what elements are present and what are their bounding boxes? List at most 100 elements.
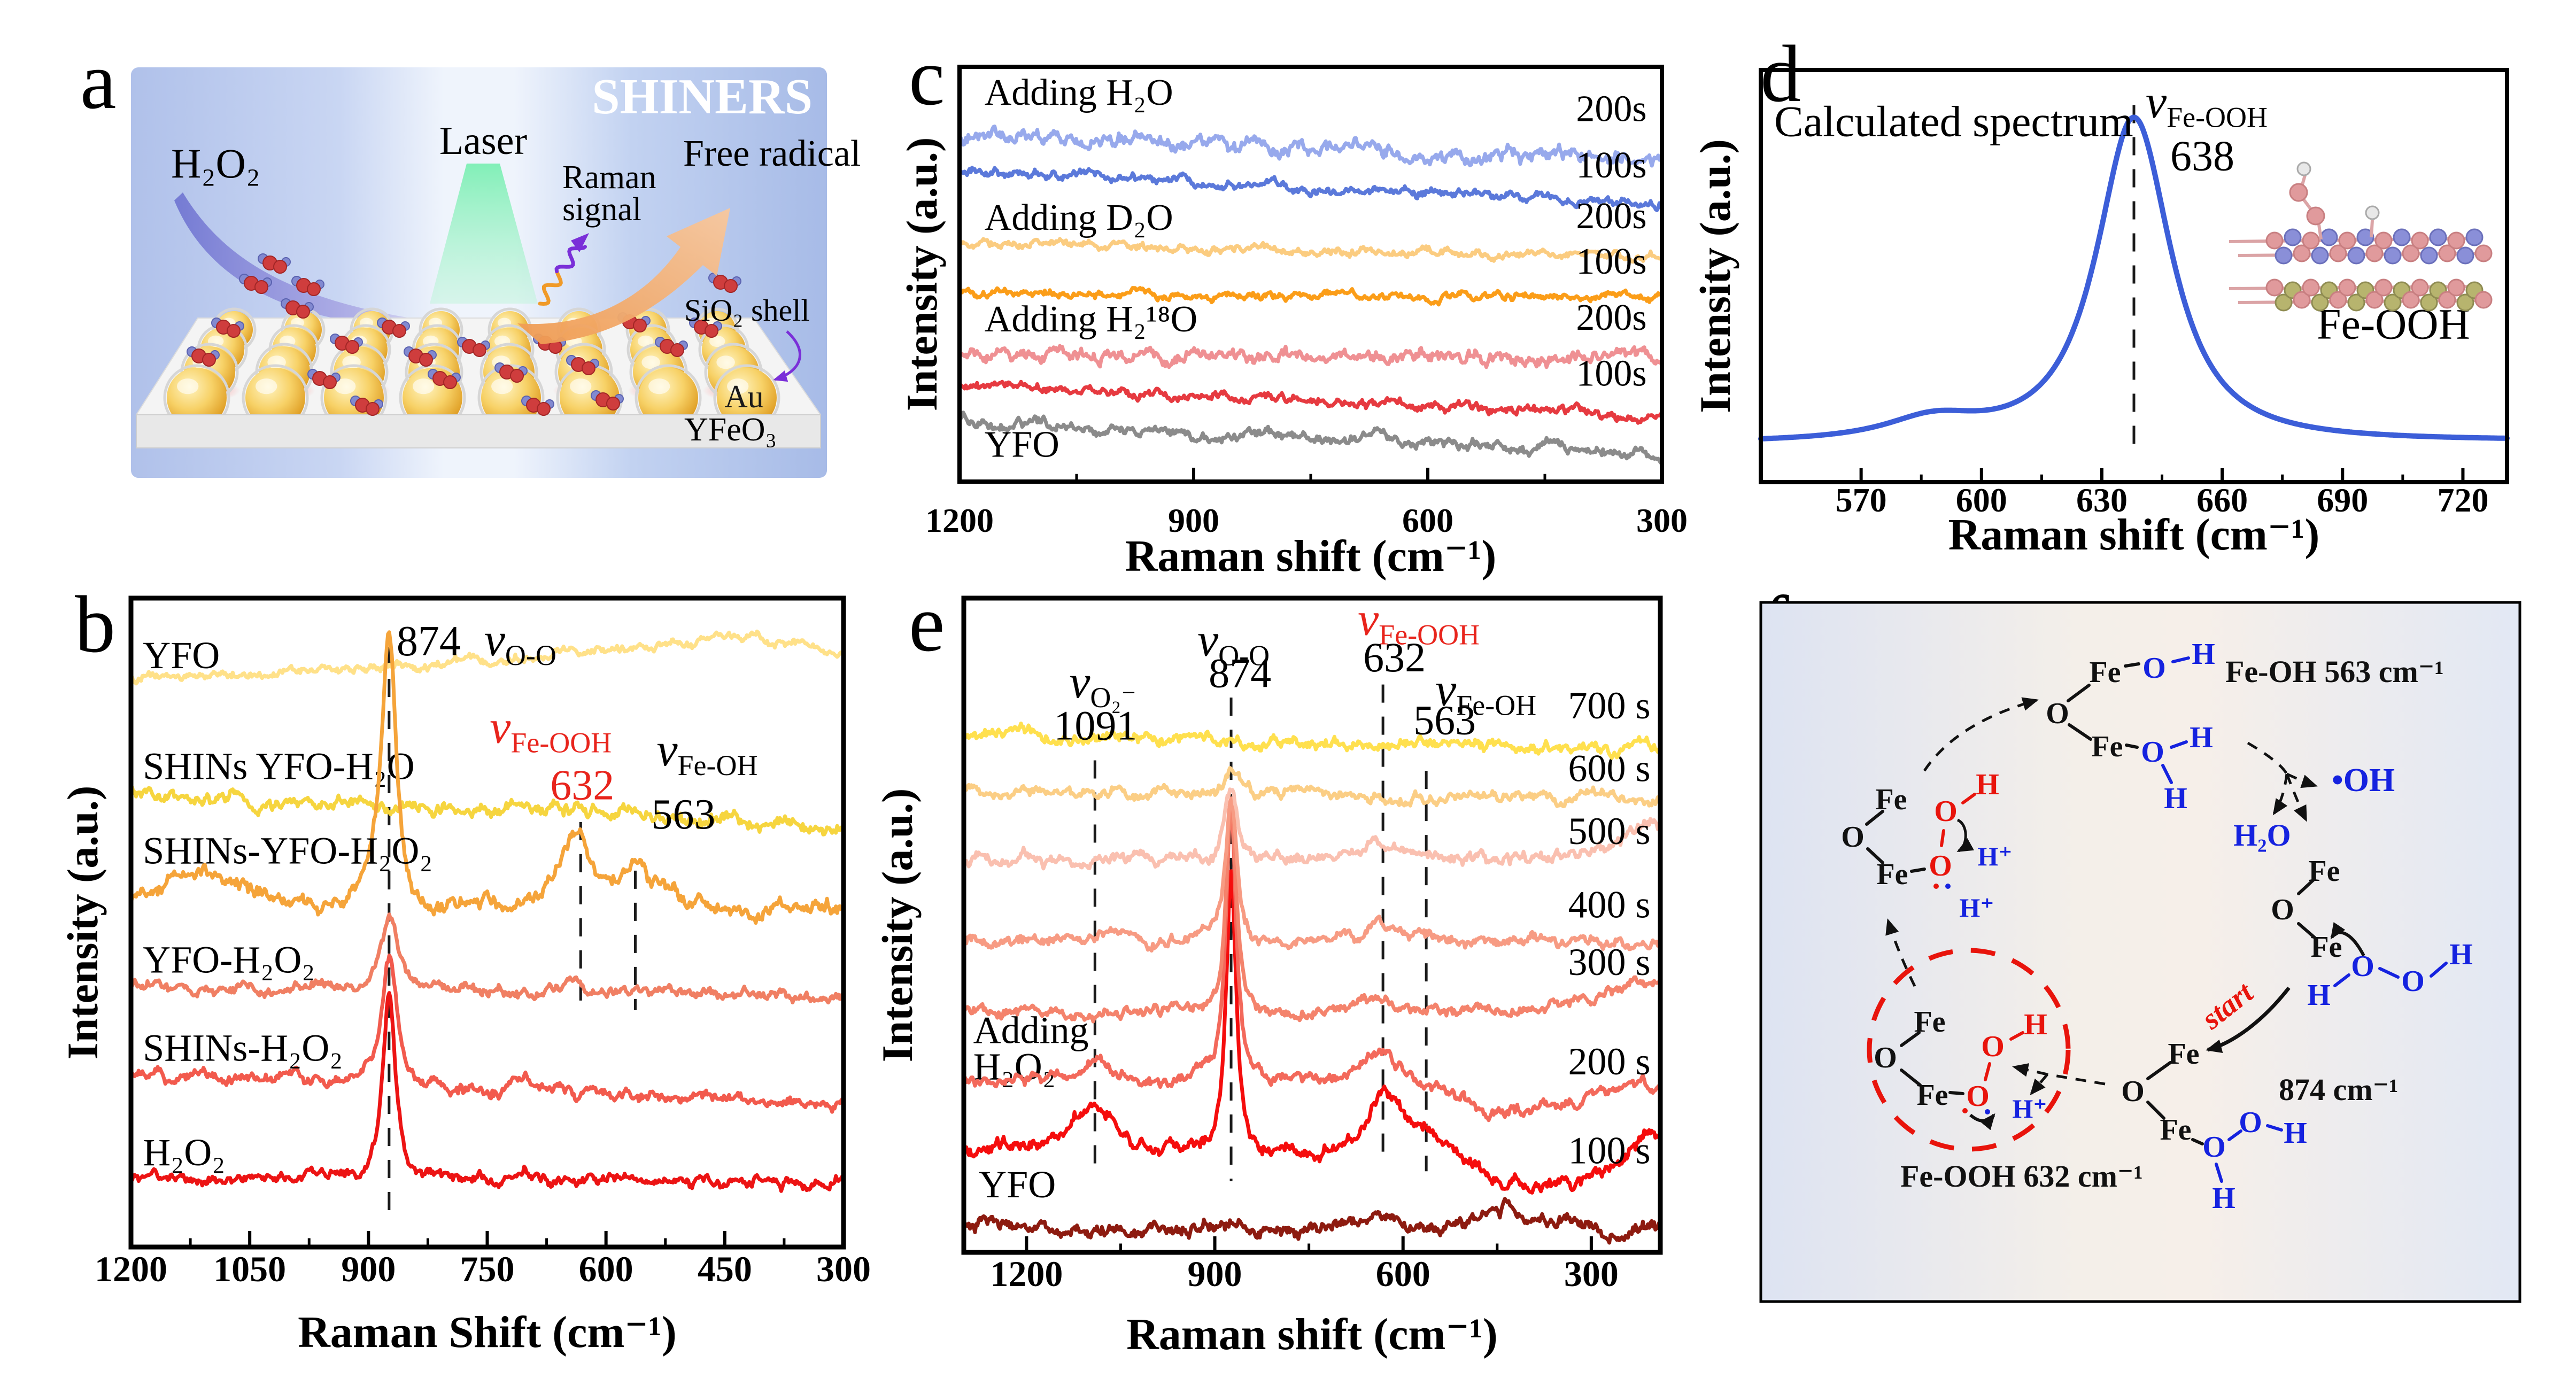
atom-label-fe-ooh-circle: O <box>1981 1030 2005 1063</box>
reaction-step-dashed-arrow <box>2030 1073 2048 1096</box>
radical-electron-dot <box>1985 1109 1990 1114</box>
sphere-highlight <box>334 378 356 394</box>
o-atom <box>392 324 406 338</box>
peak-wavenumber-annotation: 563 <box>1413 697 1476 744</box>
atom <box>2329 244 2347 262</box>
chemical-bond <box>2146 1101 2165 1120</box>
atom-label-fe-oh-site: O <box>2046 697 2069 730</box>
peak-wavenumber-annotation: 874 <box>397 618 461 665</box>
chemical-bond <box>2067 684 2091 702</box>
y-axis-title: Intensity (a.u.) <box>873 788 922 1063</box>
atom <box>2329 291 2347 309</box>
spectrum-trace <box>962 1197 1662 1245</box>
reaction-step-dashed-arrow <box>2286 772 2318 788</box>
atom-label-h2o2-molecule: O <box>2351 950 2374 983</box>
atom-label-fe-oh-site: H <box>2190 721 2213 754</box>
atom-label-fe-ooh-left: H <box>1976 768 1999 801</box>
atom <box>2429 228 2447 246</box>
atom <box>2365 291 2384 309</box>
x-axis-tick-label: 1200 <box>95 1249 167 1289</box>
reaction-step-dashed-arrow <box>1923 697 2039 772</box>
spectrum-trace <box>129 991 846 1193</box>
atom <box>2311 246 2329 265</box>
electron-flow-arrow <box>1969 1113 1995 1131</box>
atom-label-fe-oh-site: O <box>2141 735 2164 769</box>
x-axis-tick-label: 300 <box>816 1249 871 1289</box>
atom <box>2474 291 2493 309</box>
atom <box>2338 231 2356 250</box>
reaction-step-dashed-arrow <box>2047 1073 2106 1086</box>
peak-wavenumber-annotation: 1091 <box>1054 702 1137 748</box>
sphere-highlight <box>256 378 277 394</box>
x-axis-title: Raman shift (cm⁻¹) <box>1125 531 1497 581</box>
atom-label-fe-oh-site: H <box>2164 782 2187 815</box>
x-axis-tick-label: 900 <box>341 1249 396 1289</box>
atom <box>2275 293 2293 312</box>
peak-wavenumber-annotation: 632 <box>550 762 614 809</box>
o-atom <box>227 324 241 338</box>
raman-signal-label-line2: signal <box>562 191 641 228</box>
o-atom <box>724 279 738 293</box>
chemical-bond <box>2430 962 2448 978</box>
reaction-step-dashed-arrow <box>1885 918 1916 987</box>
x-axis-tick-label: 570 <box>1836 481 1887 519</box>
chemical-bond <box>2266 1124 2283 1132</box>
chemical-bond <box>2333 973 2350 987</box>
trace-label: 200s <box>1576 297 1646 338</box>
chemical-bond <box>1948 1091 1964 1095</box>
spectrum-trace <box>962 766 1662 809</box>
atom-label-fe-ooh-circle: Fe <box>1914 1005 1945 1039</box>
raman-signal-squiggle-arrow <box>538 233 589 306</box>
atom-label-fe-ooh-874: O <box>2121 1075 2145 1108</box>
label-fe-ooh: Fe-OOH 632 cm⁻¹ <box>1900 1159 2143 1194</box>
o-atom <box>202 353 216 367</box>
atom-label-h2o2-molecule: H <box>2307 979 2331 1012</box>
chemical-bond <box>1961 793 1976 804</box>
atom-label-fe-ooh-874: O <box>2202 1131 2226 1164</box>
atom <box>2465 228 2484 246</box>
peak-wavenumber-annotation: 638 <box>2170 133 2234 180</box>
x-axis-title: Raman shift (cm⁻¹) <box>1126 1310 1498 1359</box>
spectrum-trace <box>129 954 846 1114</box>
x-axis-tick-label: 630 <box>2076 481 2128 519</box>
x-axis-tick-label: 750 <box>460 1249 515 1289</box>
trace-label: 200s <box>1576 196 1646 237</box>
chemical-bond <box>2125 744 2139 749</box>
panel-e-letter: e <box>909 578 945 668</box>
spectrum-trace <box>129 785 846 837</box>
spectrum-trace <box>962 869 1662 1195</box>
plot-frame <box>957 65 1664 484</box>
electron-flow-arrow <box>2206 986 2291 1054</box>
spectrum-trace <box>962 721 1662 760</box>
peak-assignment-annotation: νFe-OOH <box>2146 76 2268 134</box>
panel-d-calculated-spectrum-chart: 570 600 630 660 690 720 Raman shift (cm⁻¹) Inte… <box>1691 68 2510 560</box>
sphere-highlight <box>648 378 670 394</box>
sphere-highlight <box>491 378 513 394</box>
chemical-bond <box>1900 1031 1921 1047</box>
atom <box>2347 293 2365 312</box>
sphere-highlight <box>641 355 660 369</box>
h2o2-flow-arrow <box>174 192 481 329</box>
atom-label-h2o2-molecule: H <box>2449 938 2473 971</box>
atom-label-fe-o-fe: O <box>2271 893 2294 926</box>
plot-frame <box>128 595 846 1250</box>
atom-label-fe-oh-site: Fe <box>2089 656 2121 689</box>
x-axis-tick-label: 450 <box>698 1249 752 1289</box>
x-axis-title: Raman Shift (cm⁻¹) <box>298 1307 677 1357</box>
atom-label-fe-ooh-circle: H <box>2024 1008 2047 1041</box>
x-axis-tick-label: 600 <box>1376 1253 1430 1294</box>
atom <box>2384 293 2402 312</box>
fe-ooh-highlight-circle <box>1867 948 2071 1152</box>
atom-label-fe-ooh-left: H⁺ <box>1959 893 1994 923</box>
electron-flow-arrow <box>1956 818 1975 853</box>
atom <box>2393 228 2411 246</box>
sio2-shell-label: SiO₂ shell <box>684 293 810 328</box>
atom <box>2456 293 2474 312</box>
chemical-bond <box>2191 1138 2204 1145</box>
o-atom <box>419 353 433 367</box>
raman-squiggle-orange <box>538 269 563 306</box>
atom <box>2384 246 2402 265</box>
x-axis-tick-label: 900 <box>1168 501 1219 539</box>
trace-label: 100s <box>1576 353 1646 394</box>
